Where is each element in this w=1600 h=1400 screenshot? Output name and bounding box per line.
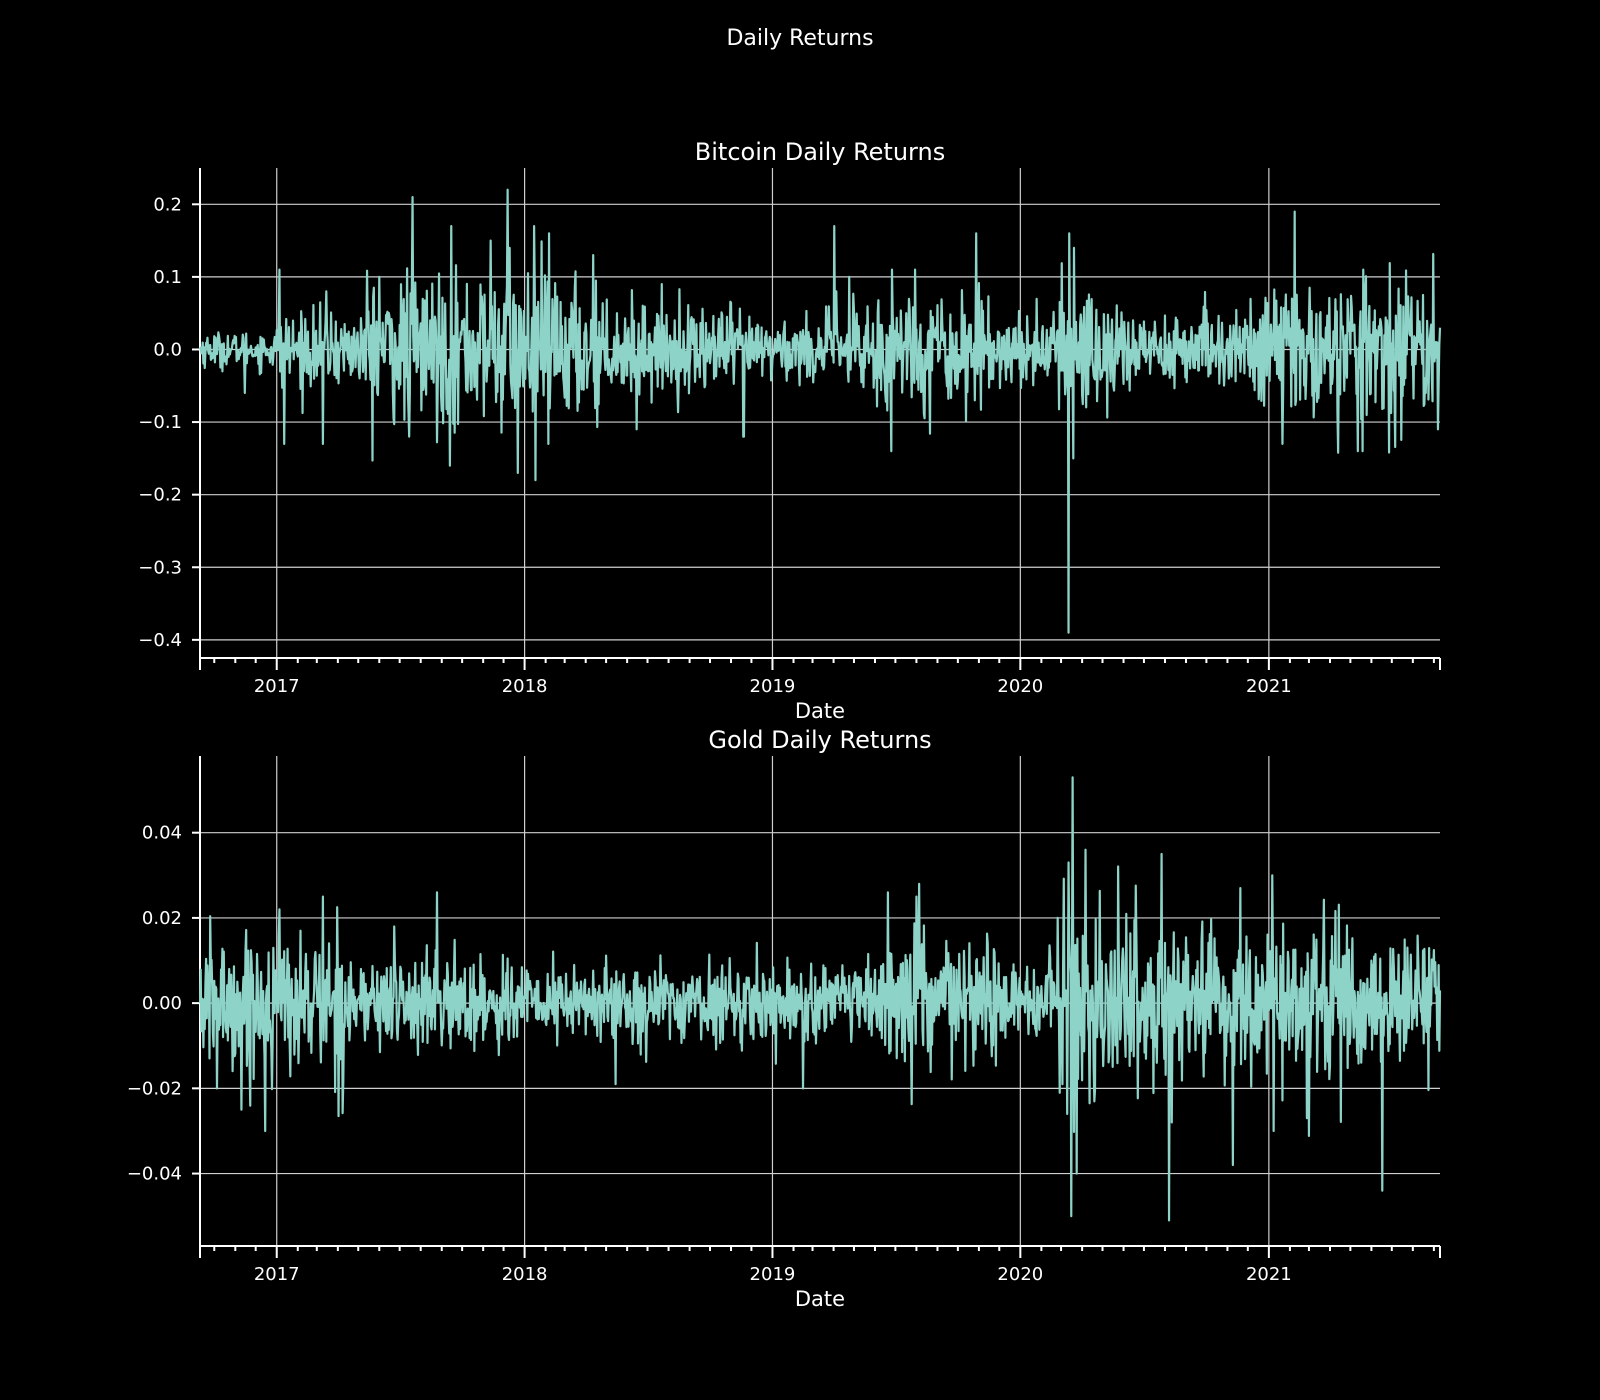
chart-title: Gold Daily Returns (708, 726, 931, 754)
figure-title: Daily Returns (726, 26, 873, 51)
x-tick-label: 2018 (502, 676, 548, 697)
bitcoin-returns-chart: Bitcoin Daily Returns 0.2 0.1 0.0 −0.1 −0.2 −0… (138, 138, 1442, 723)
x-tick-label: 2021 (1246, 1264, 1292, 1285)
x-tick-label: 2020 (997, 1264, 1043, 1285)
y-tick-label: 0.1 (153, 267, 182, 288)
chart-title: Bitcoin Daily Returns (695, 138, 945, 166)
y-tick-label: 0.00 (142, 993, 182, 1014)
x-axis-label: Date (795, 699, 845, 723)
y-tick-label: −0.04 (127, 1164, 182, 1185)
y-tick-label: 0.02 (142, 908, 182, 929)
x-tick-label: 2018 (502, 1264, 548, 1285)
y-tick-label: −0.4 (138, 630, 182, 651)
y-tick-label: −0.2 (138, 485, 182, 506)
y-tick-label: 0.0 (153, 339, 182, 360)
x-axis-label: Date (795, 1287, 845, 1311)
returns-series-line (198, 776, 1442, 1222)
x-tick-label: 2019 (750, 676, 796, 697)
x-tick-label: 2020 (997, 676, 1043, 697)
y-tick-label: −0.02 (127, 1078, 182, 1099)
x-tick-label: 2017 (254, 676, 300, 697)
y-tick-label: −0.3 (138, 557, 182, 578)
x-tick-label: 2021 (1246, 676, 1292, 697)
returns-series-line (198, 188, 1442, 634)
x-tick-label: 2019 (750, 1264, 796, 1285)
x-tick-label: 2017 (254, 1264, 300, 1285)
y-tick-label: −0.1 (138, 412, 182, 433)
y-tick-label: 0.04 (142, 823, 182, 844)
gold-returns-chart: Gold Daily Returns 0.04 0.02 0.00 −0.02 −0.04… (127, 726, 1442, 1311)
y-tick-label: 0.2 (153, 194, 182, 215)
